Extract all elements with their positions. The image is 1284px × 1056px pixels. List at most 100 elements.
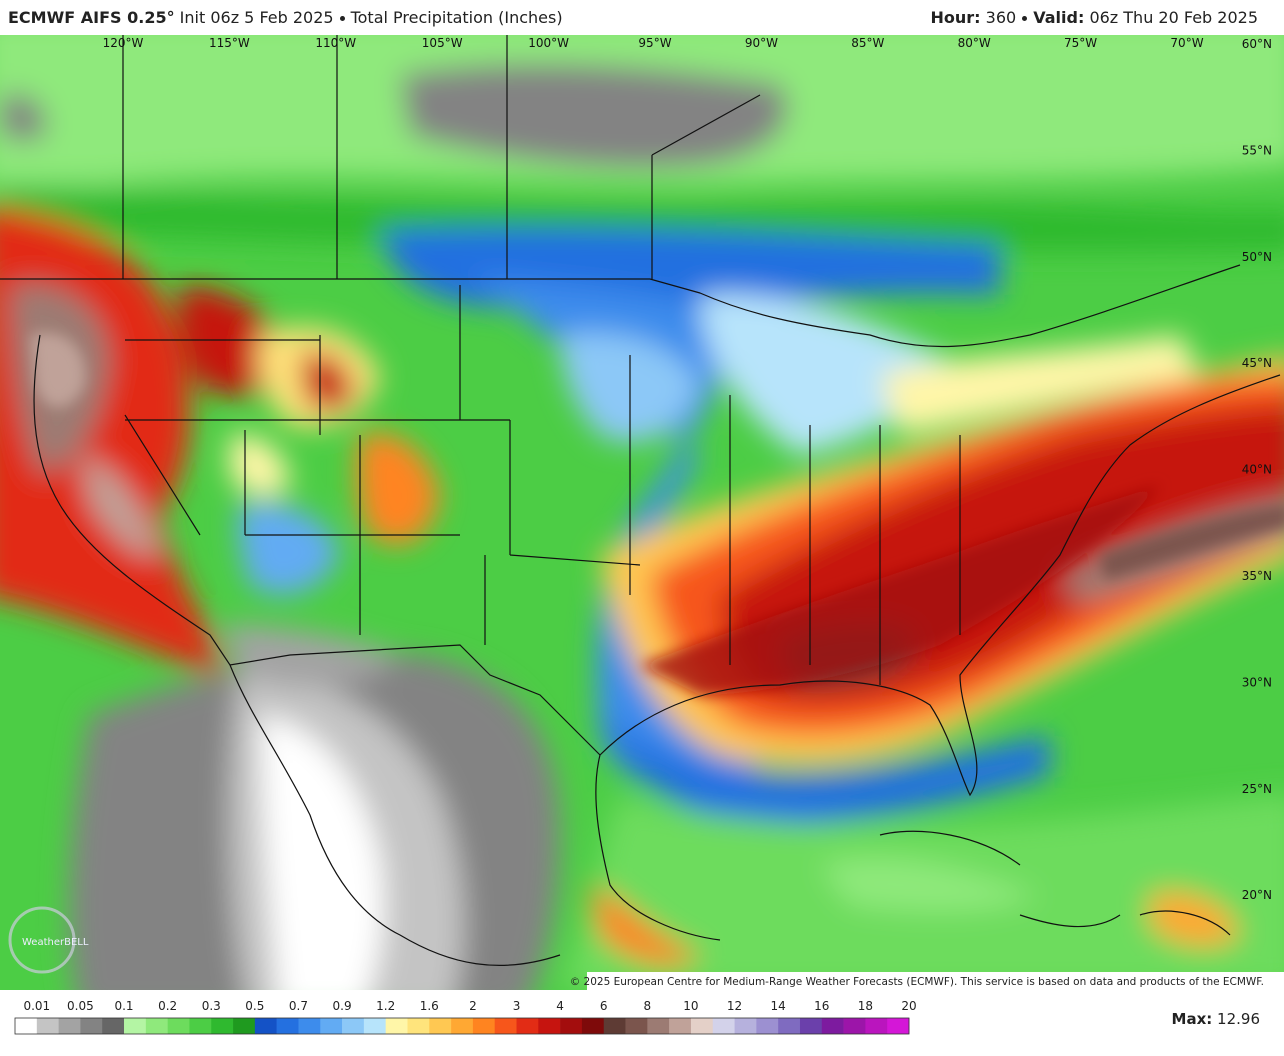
graticule-labels: 120°W 115°W 110°W 105°W 100°W 95°W 90°W 85°W 80°… [103,36,1272,902]
max-value: 12.96 [1217,1010,1260,1028]
color-swatch [516,1018,539,1034]
color-swatch [429,1018,452,1034]
color-swatch [167,1018,190,1034]
color-swatch [233,1018,256,1034]
valid-label: Valid: [1033,8,1085,27]
color-swatch [58,1018,81,1034]
latitude-label: 40°N [1242,463,1272,477]
longitude-label: 110°W [315,36,356,50]
color-swatch [15,1018,38,1034]
color-swatch [734,1018,757,1034]
longitude-label: 90°W [745,36,778,50]
color-swatch [276,1018,299,1034]
precip-field [0,35,1284,990]
color-swatch [821,1018,844,1034]
colorbar-tick-label: 0.2 [158,999,177,1013]
logo-swirl [8,906,76,974]
colorbar-tick-label: 0.05 [67,999,94,1013]
color-swatch [865,1018,888,1034]
colorbar-tick-label: 8 [644,999,652,1013]
color-swatch [690,1018,714,1034]
init: Init 06z 5 Feb 2025 [179,8,334,27]
color-swatch [887,1018,910,1034]
longitude-label: 75°W [1064,36,1097,50]
valid: 06z Thu 20 Feb 2025 [1089,8,1258,27]
color-swatch [298,1018,321,1034]
color-swatch [625,1018,648,1034]
colorbar-tick-label: 0.7 [289,999,308,1013]
copyright-box [587,972,1284,990]
field: Total Precipitation (Inches) [350,8,563,27]
color-swatch [320,1018,343,1034]
latitude-label: 30°N [1242,675,1272,689]
color-swatch [712,1018,735,1034]
separator [1022,16,1028,21]
color-swatch [385,1018,408,1034]
max: Max: 12.96 [1172,1010,1260,1028]
latitude-label: 50°N [1242,250,1272,264]
latitude-label: 55°N [1242,143,1272,157]
colorbar-tick-label: 0.9 [333,999,352,1013]
colorbar-tick-label: 20 [901,999,916,1013]
latitude-label: 20°N [1242,888,1272,902]
colorbar-frame [14,1017,910,1035]
color-swatch [407,1018,430,1034]
color-swatch [560,1018,583,1034]
colorbar-tick-label: 0.3 [202,999,221,1013]
colorbar-tick-label: 0.01 [23,999,50,1013]
colorbar-tick-label: 0.5 [245,999,264,1013]
colorbar-tick-label: 16 [814,999,829,1013]
colorbar-tick-label: 0.1 [114,999,133,1013]
color-swatch [36,1018,59,1034]
longitude-label: 115°W [209,36,250,50]
model: ECMWF AIFS 0.25° [8,8,175,27]
colorbar-tick-label: 1.6 [420,999,439,1013]
color-swatch [669,1018,692,1034]
header-left: ECMWF AIFS 0.25° Init 06z 5 Feb 2025 Tota… [8,8,563,27]
color-swatch [124,1018,147,1034]
latitude-label: 60°N [1242,37,1272,51]
color-swatch [494,1018,517,1034]
colorbar-tick-label: 2 [469,999,477,1013]
color-swatch [254,1018,277,1034]
color-swatch [451,1018,474,1034]
longitude-label: 95°W [638,36,671,50]
colorbar-tick-label: 12 [727,999,742,1013]
latitude-label: 35°N [1242,569,1272,583]
colorbar-tick-label: 14 [771,999,786,1013]
header: ECMWF AIFS 0.25° Init 06z 5 Feb 2025 Tota… [0,0,1284,35]
longitude-label: 105°W [422,36,463,50]
color-swatch [799,1018,823,1034]
colorbar-tick-label: 6 [600,999,608,1013]
color-swatch [102,1018,125,1034]
latitude-label: 45°N [1242,356,1272,370]
borders [0,35,1281,967]
color-swatch [211,1018,234,1034]
color-swatch [843,1018,866,1034]
color-swatch [581,1018,605,1034]
color-swatch [363,1018,386,1034]
colorbar-tick-label: 10 [683,999,698,1013]
color-swatch [756,1018,779,1034]
copyright: © 2025 European Centre for Medium-Range … [570,976,1264,988]
colorbar-tick-label: 1.2 [376,999,395,1013]
color-swatch [538,1018,561,1034]
colorbar: 0.01 0.05 0.1 0.2 0.3 0.5 0.7 0.9 1.2 1.6 2 3 4 6 8 10 1… [14,999,917,1035]
color-swatch [145,1018,168,1034]
longitude-label: 70°W [1170,36,1203,50]
color-swatch [647,1018,670,1034]
separator [339,16,345,21]
colorbar-tick-label: 18 [858,999,873,1013]
colorbar-tick-label: 4 [556,999,564,1013]
max-label: Max: [1171,1010,1213,1028]
longitude-label: 80°W [958,36,991,50]
colorbar-tick-label: 3 [513,999,521,1013]
latitude-label: 25°N [1242,782,1272,796]
color-swatch [189,1018,212,1034]
header-right: Hour: 360 Valid: 06z Thu 20 Feb 2025 [931,8,1258,27]
hour: 360 [985,8,1017,27]
color-swatch [778,1018,801,1034]
color-swatch [342,1018,365,1034]
hour-label: Hour: [930,8,981,27]
